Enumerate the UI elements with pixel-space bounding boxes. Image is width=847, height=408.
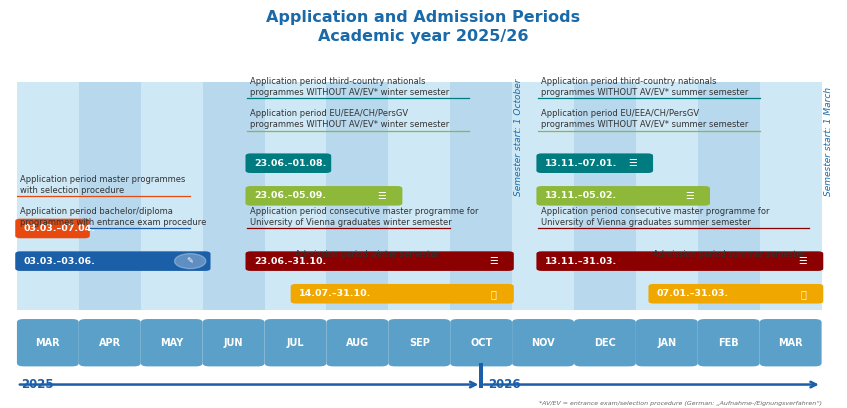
Text: SEP: SEP	[409, 338, 429, 348]
Text: Application period third-country nationals
programmes WITHOUT AV/EV* summer seme: Application period third-country nationa…	[541, 77, 749, 97]
Text: FEB: FEB	[718, 338, 739, 348]
Text: MAY: MAY	[160, 338, 183, 348]
Text: JUN: JUN	[224, 338, 243, 348]
Text: NOV: NOV	[531, 338, 555, 348]
Text: Academic year 2025/26: Academic year 2025/26	[318, 29, 529, 44]
Text: Application period bachelor/diploma
programmes with entrance exam procedure: Application period bachelor/diploma prog…	[20, 207, 207, 227]
Text: MAR: MAR	[778, 338, 803, 348]
Text: Admission period winter semester: Admission period winter semester	[296, 250, 440, 259]
Text: Application period EU/EEA/CH/PersGV
programmes WITHOUT AV/EV* winter semester: Application period EU/EEA/CH/PersGV prog…	[251, 109, 450, 129]
Text: MAR: MAR	[36, 338, 60, 348]
Text: ⛪: ⛪	[490, 289, 496, 299]
Text: JUL: JUL	[286, 338, 304, 348]
Text: ☰: ☰	[685, 191, 694, 201]
Text: JAN: JAN	[657, 338, 677, 348]
Text: Application period consecutive master programme for
University of Vienna graduat: Application period consecutive master pr…	[251, 207, 479, 227]
Text: 14.07.–31.10.: 14.07.–31.10.	[299, 289, 372, 298]
Text: ☰: ☰	[489, 256, 498, 266]
Text: Application and Admission Periods: Application and Admission Periods	[267, 10, 580, 25]
Text: OCT: OCT	[470, 338, 492, 348]
Text: 03.03.–07.04.: 03.03.–07.04.	[24, 224, 96, 233]
Text: Application period master programmes
with selection procedure: Application period master programmes wit…	[20, 175, 185, 195]
Text: 23.06.–01.08.: 23.06.–01.08.	[254, 159, 326, 168]
Text: Application period EU/EEA/CH/PersGV
programmes WITHOUT AV/EV* summer semester: Application period EU/EEA/CH/PersGV prog…	[541, 109, 749, 129]
Text: ✎: ✎	[186, 257, 194, 266]
Text: 2026: 2026	[488, 378, 521, 391]
Text: 2025: 2025	[21, 378, 54, 391]
Text: APR: APR	[99, 338, 121, 348]
Text: 23.06.–05.09.: 23.06.–05.09.	[254, 191, 326, 200]
Text: ⛪: ⛪	[800, 289, 805, 299]
Text: AUG: AUG	[346, 338, 369, 348]
Text: Semester start: 1 March: Semester start: 1 March	[823, 87, 833, 196]
Text: 03.03.–03.06.: 03.03.–03.06.	[24, 257, 96, 266]
Text: 13.11.–07.01.: 13.11.–07.01.	[545, 159, 617, 168]
Text: DEC: DEC	[594, 338, 616, 348]
Text: ☰: ☰	[628, 158, 637, 168]
Text: Semester start: 1 October: Semester start: 1 October	[514, 78, 523, 196]
Text: Application period consecutive master programme for
University of Vienna graduat: Application period consecutive master pr…	[541, 207, 770, 227]
Text: ☰: ☰	[378, 191, 386, 201]
Text: 13.11.–31.03.: 13.11.–31.03.	[545, 257, 617, 266]
Text: Application period third-country nationals
programmes WITHOUT AV/EV* winter seme: Application period third-country nationa…	[251, 77, 450, 97]
Text: 23.06.–31.10.: 23.06.–31.10.	[254, 257, 326, 266]
Text: *AV/EV = entrance exam/selection procedure (German: „Aufnahme-/Eignungsverfahren: *AV/EV = entrance exam/selection procedu…	[539, 401, 822, 406]
Text: ☰: ☰	[799, 256, 807, 266]
Text: 07.01.–31.03.: 07.01.–31.03.	[657, 289, 729, 298]
Text: 13.11.–05.02.: 13.11.–05.02.	[545, 191, 617, 200]
Text: Admission period summer semester: Admission period summer semester	[653, 250, 805, 259]
